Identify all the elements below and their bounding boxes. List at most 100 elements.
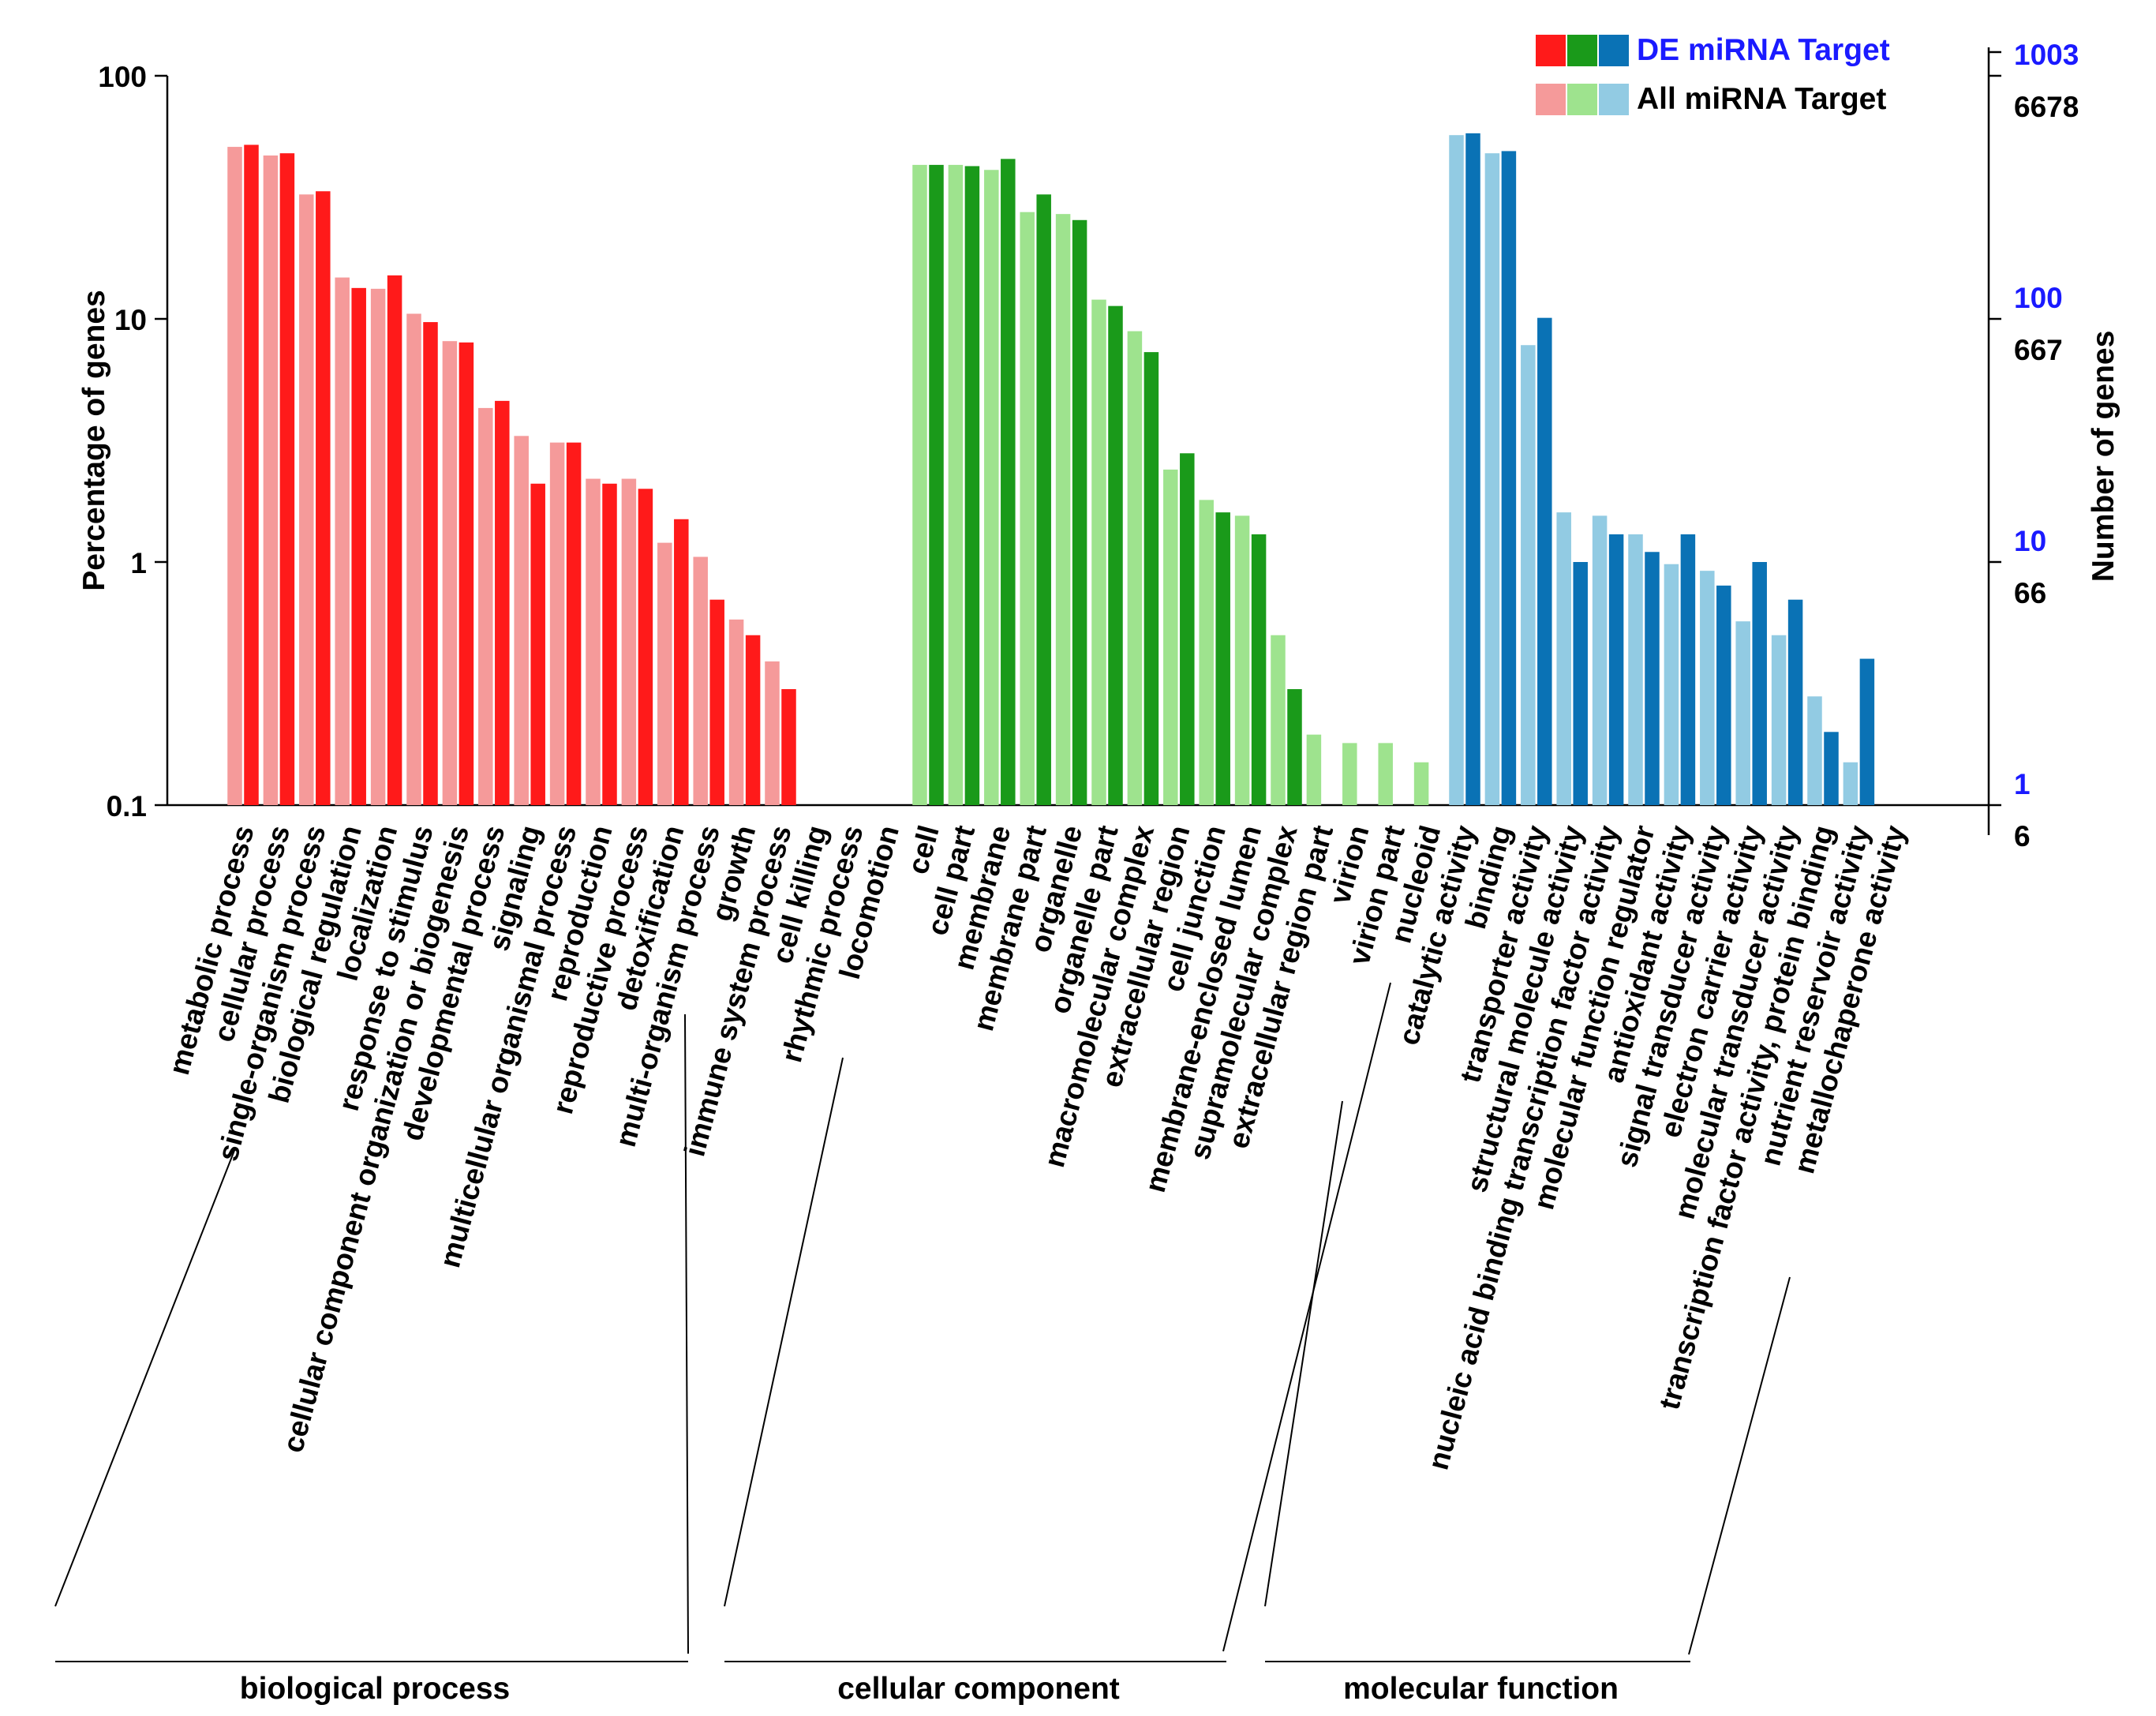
bar-all	[1700, 571, 1715, 805]
bar-de	[929, 164, 944, 805]
y2-tick-label-de: 100	[2014, 282, 2063, 314]
y2-tick-label-all: 66	[2014, 577, 2046, 609]
legend-swatch-all	[1536, 84, 1566, 115]
bar-all	[984, 170, 999, 805]
y2-tick-label-de: 10	[2014, 525, 2046, 557]
bar-de	[530, 483, 545, 805]
bar-all	[227, 147, 242, 806]
bar-de	[1036, 194, 1051, 806]
bar-all	[1020, 212, 1035, 805]
bar-all	[1521, 345, 1536, 805]
bar-all	[765, 661, 780, 805]
bar-de	[1287, 689, 1302, 805]
bar-all	[1592, 515, 1608, 805]
y2-tick-label-all: 6678	[2014, 91, 2079, 123]
bar-all	[1413, 762, 1429, 805]
bar-all	[1091, 299, 1106, 805]
bars	[227, 133, 1875, 806]
bar-all	[1342, 743, 1357, 805]
bar-de	[1144, 352, 1159, 805]
legend-swatch-all	[1599, 84, 1629, 115]
bracket-edge	[1222, 982, 1391, 1652]
group-label: molecular function	[1343, 1672, 1619, 1706]
bar-de	[1072, 219, 1087, 805]
bar-de	[1251, 534, 1267, 805]
bar-de	[638, 489, 653, 805]
bar-all	[1163, 469, 1178, 805]
bar-de	[602, 483, 617, 805]
group-label: biological process	[240, 1672, 510, 1706]
bar-de	[244, 144, 259, 806]
bar-de	[1180, 453, 1195, 805]
y2-tick-label-de: 1003	[2014, 39, 2079, 71]
bar-de	[1859, 658, 1875, 805]
group-label: cellular component	[837, 1672, 1120, 1706]
bar-de	[1108, 305, 1123, 805]
y2-tick-label-all: 667	[2014, 334, 2063, 366]
bracket-slant-left	[1264, 1100, 1343, 1607]
bar-all	[514, 436, 529, 805]
bar-all	[1055, 214, 1071, 805]
bar-all	[1735, 621, 1750, 805]
y-tick-label: 10	[114, 304, 147, 336]
bar-de	[351, 287, 366, 806]
bracket-edge	[684, 1013, 689, 1654]
y2-tick-label-all: 6	[2014, 820, 2031, 852]
bar-de	[781, 689, 796, 805]
bar-all	[299, 194, 314, 806]
bar-de	[674, 519, 689, 805]
bar-all	[263, 155, 279, 805]
bar-de	[495, 400, 510, 805]
bar-de	[1824, 732, 1839, 805]
bar-de	[1537, 317, 1552, 805]
bar-all	[621, 478, 637, 805]
bar-all	[693, 556, 708, 805]
y-tick-label: 0.1	[107, 790, 147, 822]
bar-all	[1843, 762, 1858, 805]
bar-de	[964, 166, 980, 806]
bar-de	[387, 275, 402, 805]
bar-all	[1199, 500, 1214, 805]
legend-swatch-de	[1567, 35, 1597, 66]
axes: 100 10 1 0.1 Percentage of genes 1003 6678 100 6…	[77, 39, 2120, 852]
bracket-slant-left	[54, 1148, 236, 1607]
bar-all	[442, 341, 458, 805]
bar-de	[1608, 534, 1624, 805]
bar-de	[1787, 599, 1803, 805]
bar-all	[370, 288, 386, 805]
bar-de	[316, 191, 331, 805]
group-brackets: biological process cellular component mole…	[54, 982, 1791, 1706]
legend: DE miRNA Target All miRNA Target	[1536, 33, 1890, 116]
bracket-edge	[1688, 1276, 1791, 1655]
bar-de	[1501, 151, 1517, 805]
bar-all	[549, 442, 565, 805]
bar-all	[948, 164, 964, 805]
bar-all	[1664, 564, 1679, 805]
bar-all	[1556, 512, 1571, 805]
bar-all	[728, 619, 744, 805]
bar-de	[745, 635, 761, 805]
bar-de	[566, 442, 582, 805]
y-tick-label: 1	[130, 547, 147, 579]
legend-swatch-all	[1567, 84, 1597, 115]
bar-de	[423, 322, 438, 805]
bar-all	[1234, 515, 1250, 805]
y2-tick-label-de: 1	[2014, 768, 2031, 800]
y-tick-label: 100	[98, 61, 147, 93]
bar-all	[586, 478, 601, 805]
y2-axis-title: Number of genes	[2087, 331, 2120, 583]
bar-de	[1001, 159, 1016, 805]
bar-all	[1628, 534, 1643, 805]
legend-swatch-de	[1536, 35, 1566, 66]
bar-all	[1771, 635, 1787, 805]
bar-all	[1378, 743, 1393, 805]
bar-de	[1680, 534, 1696, 805]
bar-de	[1465, 133, 1480, 805]
legend-label-de: DE miRNA Target	[1637, 33, 1890, 67]
bar-de	[459, 342, 474, 806]
legend-label-all: All miRNA Target	[1637, 82, 1886, 116]
bar-all	[1127, 331, 1143, 805]
y-axis-title: Percentage of genes	[77, 290, 111, 590]
